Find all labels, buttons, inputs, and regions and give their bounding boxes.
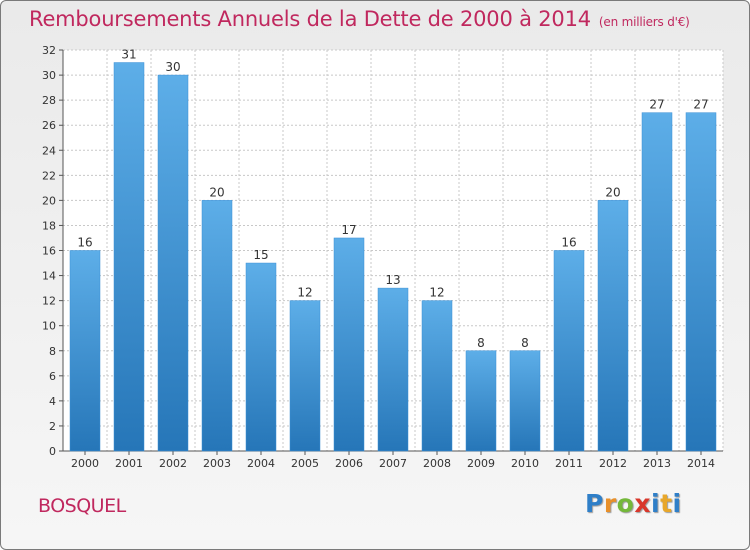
bar <box>289 300 321 452</box>
bar-value-label: 12 <box>429 286 444 300</box>
y-tick-label: 10 <box>42 320 56 333</box>
y-tick-label: 26 <box>42 119 56 132</box>
x-tick-label: 2010 <box>511 457 539 470</box>
bar <box>245 262 277 452</box>
y-tick-label: 18 <box>42 219 56 232</box>
y-tick-label: 24 <box>42 144 56 157</box>
y-tick-label: 12 <box>42 295 56 308</box>
y-tick-label: 22 <box>42 169 56 182</box>
y-tick-label: 2 <box>49 420 56 433</box>
x-tick-label: 2007 <box>379 457 407 470</box>
x-tick-label: 2006 <box>335 457 363 470</box>
bar-value-label: 13 <box>385 273 400 287</box>
bar <box>421 300 453 452</box>
x-tick-label: 2008 <box>423 457 451 470</box>
bar <box>201 200 233 452</box>
x-tick-label: 2000 <box>71 457 99 470</box>
bar-value-label: 8 <box>521 336 529 350</box>
y-tick-label: 32 <box>42 44 56 57</box>
bar <box>553 250 585 452</box>
bar <box>597 200 629 452</box>
bar <box>465 350 497 452</box>
bar-value-label: 27 <box>693 98 708 112</box>
y-tick-label: 14 <box>42 270 56 283</box>
y-tick-label: 8 <box>49 345 56 358</box>
proxiti-logo: Proxiti <box>585 489 682 518</box>
y-tick-label: 6 <box>49 370 56 383</box>
bar-value-label: 16 <box>77 236 92 250</box>
x-tick-label: 2014 <box>687 457 715 470</box>
bar <box>509 350 541 452</box>
y-tick-label: 4 <box>49 395 56 408</box>
bar-value-label: 8 <box>477 336 485 350</box>
y-tick-label: 0 <box>49 445 56 458</box>
bar-value-label: 16 <box>561 236 576 250</box>
x-tick-label: 2012 <box>599 457 627 470</box>
bar <box>113 62 145 452</box>
bar-value-label: 15 <box>253 248 268 262</box>
bar <box>377 287 409 452</box>
commune-name: BOSQUEL <box>38 495 126 517</box>
x-tick-label: 2005 <box>291 457 319 470</box>
bar-value-label: 20 <box>209 185 224 199</box>
y-tick-label: 20 <box>42 194 56 207</box>
bar <box>685 112 717 452</box>
bar-value-label: 20 <box>605 185 620 199</box>
chart-title: Remboursements Annuels de la Dette de 20… <box>29 7 690 31</box>
x-tick-label: 2013 <box>643 457 671 470</box>
y-tick-label: 28 <box>42 94 56 107</box>
bar <box>69 250 101 452</box>
x-tick-label: 2003 <box>203 457 231 470</box>
bar <box>333 237 365 452</box>
bar-value-label: 27 <box>649 98 664 112</box>
y-tick-label: 30 <box>42 69 56 82</box>
x-tick-label: 2009 <box>467 457 495 470</box>
bars <box>69 62 717 452</box>
bar <box>641 112 673 452</box>
x-tick-label: 2001 <box>115 457 143 470</box>
x-tick-label: 2011 <box>555 457 583 470</box>
bar-value-label: 12 <box>297 286 312 300</box>
bar-value-label: 31 <box>121 48 136 62</box>
labels: 0246810121416182022242628303216200031200… <box>42 44 715 470</box>
x-tick-label: 2002 <box>159 457 187 470</box>
bar <box>157 74 189 452</box>
chart-subtitle: (en milliers d'€) <box>598 15 690 29</box>
x-tick-label: 2004 <box>247 457 275 470</box>
bar-value-label: 30 <box>165 60 180 74</box>
y-tick-label: 16 <box>42 245 56 258</box>
bar-value-label: 17 <box>341 223 356 237</box>
